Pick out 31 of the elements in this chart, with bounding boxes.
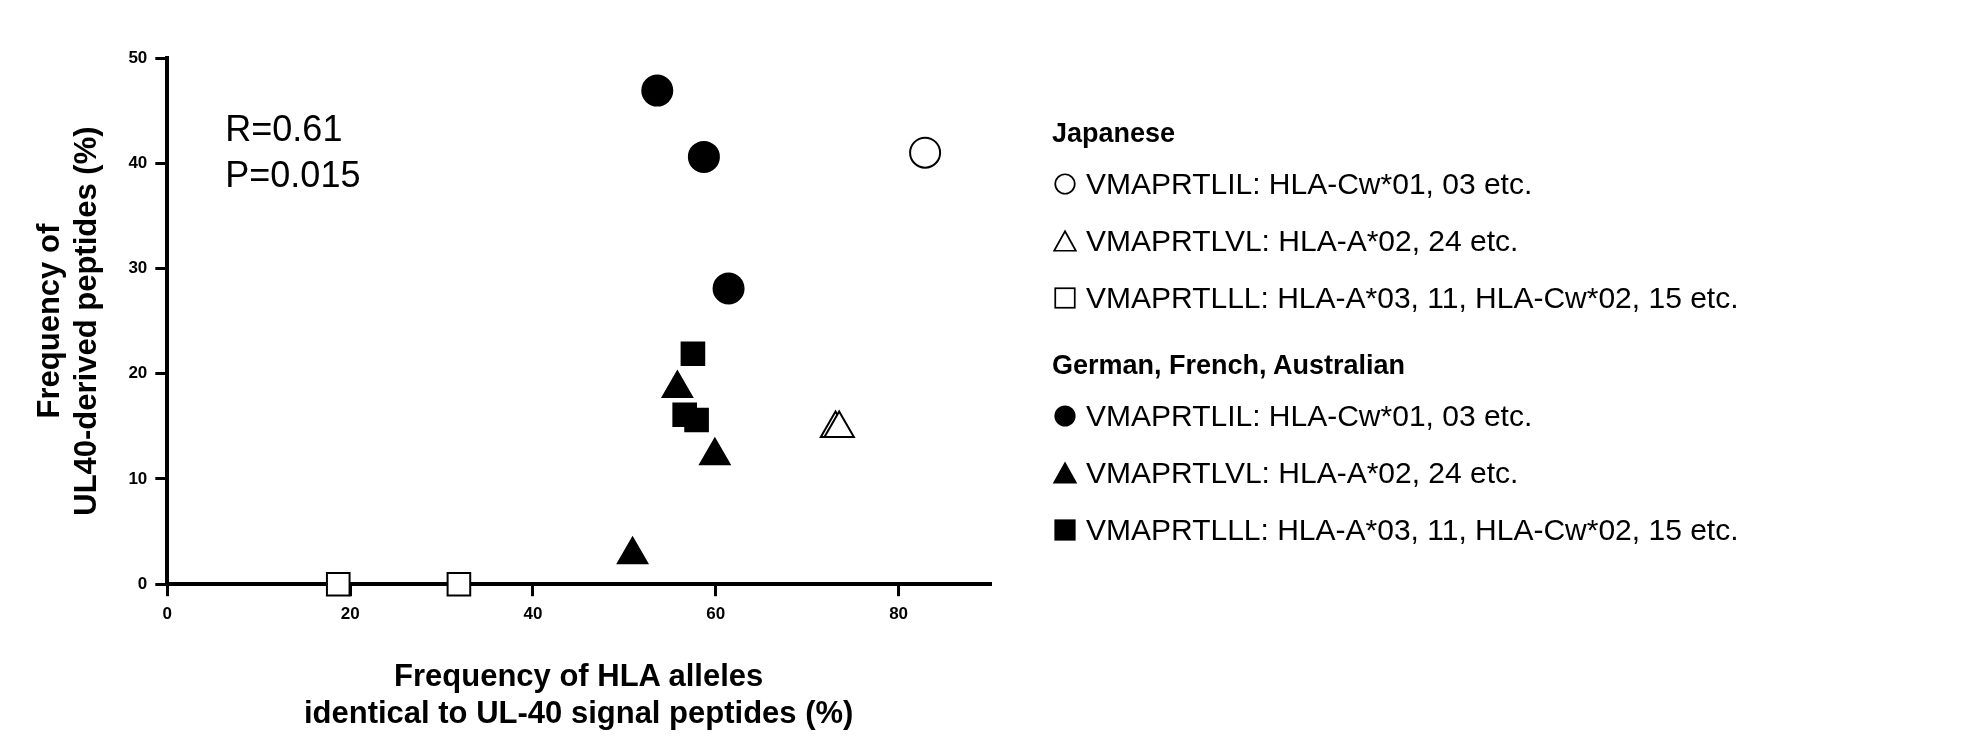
point [712,272,745,305]
y-tick-label: 20 [128,363,148,383]
x-tick-label: 0 [162,604,173,624]
point [687,140,720,173]
point [446,571,472,597]
point [325,571,351,597]
y-axis-title: Frequency of UL40-derived peptides (%) [31,126,104,516]
point [684,407,709,433]
point [909,136,942,169]
x-tick-label: 40 [523,604,543,624]
legend-label: VMAPRTLLL: HLA-A*03, 11, HLA-Cw*02, 15 etc. [1086,280,1739,316]
legend-label: VMAPRTLIL: HLA-Cw*01, 03 etc. [1086,166,1533,202]
y-tick-label: 50 [128,47,148,67]
text: Japanese [1052,118,1176,148]
x-tick-label: 20 [340,604,360,624]
legend-label: VMAPRTLVL: HLA-A*02, 24 etc. [1086,223,1519,259]
x-axis-title: Frequency of HLA alleles identical to UL-40 signal peptides (%) [303,657,854,730]
legend-label: VMAPRTLIL: HLA-Cw*01, 03 etc. [1086,398,1533,434]
y-tick-label: 40 [128,152,148,172]
y-tick-label: 30 [128,258,148,278]
x-tick-label: 80 [889,604,909,624]
legend-label: VMAPRTLVL: HLA-A*02, 24 etc. [1086,455,1519,491]
x-tick-label: 60 [706,604,726,624]
text: German, French, Australian [1052,350,1406,380]
y-tick-label: 0 [137,573,148,593]
y-tick-label: 10 [128,468,148,488]
annotation: R=0.61 [225,107,343,149]
annotation: P=0.015 [225,153,361,195]
point [680,341,706,367]
legend-label: VMAPRTLLL: HLA-A*03, 11, HLA-Cw*02, 15 etc. [1086,512,1739,548]
point [641,74,674,107]
